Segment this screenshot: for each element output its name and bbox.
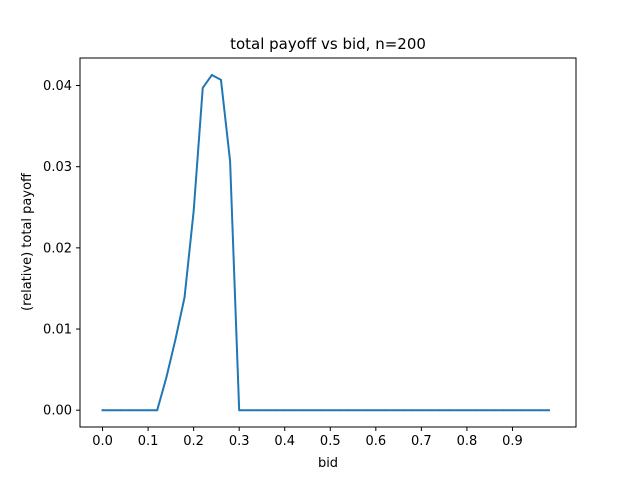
data-point	[274, 409, 277, 412]
x-axis-label: bid	[318, 456, 338, 471]
data-point	[538, 409, 541, 412]
data-point	[201, 87, 204, 89]
data-point	[529, 409, 532, 412]
y-tick-label: 0.02	[43, 241, 72, 256]
data-point	[147, 409, 149, 412]
data-point	[138, 409, 140, 412]
data-point	[402, 409, 405, 412]
data-point	[420, 409, 423, 412]
data-point	[238, 409, 241, 412]
y-axis-ticks: 0.00 0.01 0.02 0.03 0.04	[43, 79, 80, 419]
chart-title: total payoff vs bid, n=200	[230, 35, 426, 53]
data-point	[502, 409, 505, 412]
data-point	[329, 409, 332, 412]
y-tick-label: 0.01	[43, 323, 72, 338]
x-tick-label: 0.6	[365, 434, 386, 449]
data-point	[520, 409, 523, 412]
y-tick-label: 0.00	[43, 404, 72, 419]
data-point	[548, 409, 550, 412]
data-point	[192, 210, 195, 213]
data-point	[393, 409, 395, 412]
x-tick-label: 0.4	[274, 434, 295, 449]
data-point	[365, 409, 368, 412]
data-point	[119, 409, 122, 412]
data-point	[101, 409, 104, 412]
data-point	[411, 409, 414, 412]
data-point	[302, 409, 304, 412]
x-tick-label: 0.9	[502, 434, 523, 449]
data-point	[493, 409, 496, 412]
y-tick-label: 0.04	[43, 79, 72, 94]
data-point	[338, 409, 341, 412]
data-point	[174, 338, 177, 341]
data-point	[347, 409, 350, 412]
x-tick-label: 0.1	[138, 434, 159, 449]
x-tick-label: 0.3	[229, 434, 250, 449]
data-point	[384, 409, 386, 412]
axes-frame	[79, 57, 577, 428]
data-point	[256, 409, 259, 412]
data-point	[110, 409, 113, 412]
data-point	[311, 409, 313, 412]
data-point	[374, 409, 377, 412]
data-point	[283, 409, 286, 412]
plot-area	[101, 73, 550, 412]
data-point	[210, 74, 213, 76]
x-tick-label: 0.8	[457, 434, 478, 449]
data-point	[220, 78, 222, 81]
y-axis-label: (relative) total payoff	[20, 172, 35, 311]
data-point	[356, 409, 359, 412]
data-point	[438, 409, 441, 412]
data-point	[229, 160, 231, 162]
data-point	[475, 409, 477, 412]
x-tick-label: 0.7	[411, 434, 432, 449]
data-point	[265, 409, 268, 412]
data-point	[165, 376, 168, 379]
x-axis-ticks: 0.0 0.1 0.2 0.3 0.4 0.5 0.6 0.7 0.8 0.9	[92, 427, 523, 449]
series-line	[101, 73, 550, 412]
data-point	[447, 409, 450, 412]
data-point	[183, 296, 186, 299]
x-tick-label: 0.2	[183, 434, 204, 449]
data-point	[456, 409, 459, 412]
data-point	[156, 409, 159, 412]
x-tick-label: 0.5	[320, 434, 341, 449]
data-point	[247, 409, 250, 412]
y-tick-label: 0.03	[43, 160, 72, 175]
data-point	[484, 409, 487, 412]
x-tick-label: 0.0	[92, 434, 113, 449]
data-point	[511, 409, 514, 412]
data-point	[292, 409, 295, 412]
data-point	[320, 409, 323, 412]
data-point	[466, 409, 468, 412]
data-point	[128, 409, 131, 412]
data-point	[429, 409, 432, 412]
